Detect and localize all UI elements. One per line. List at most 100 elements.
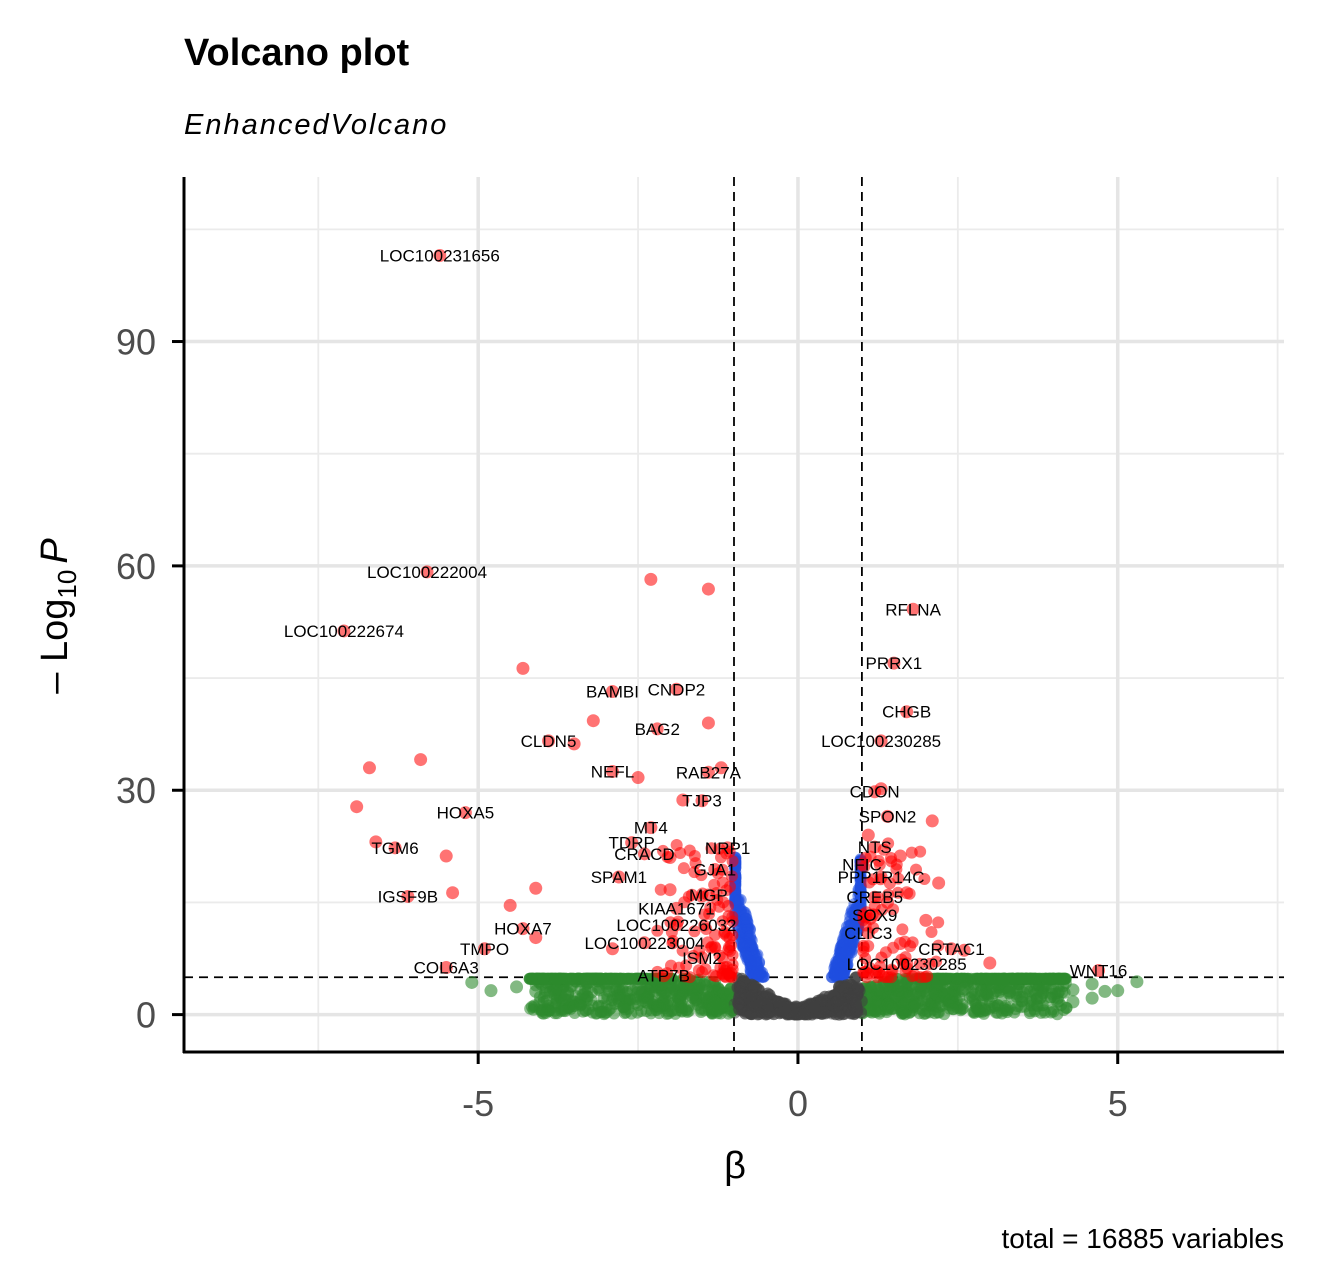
data-point (703, 991, 716, 1004)
data-point (698, 919, 711, 932)
data-point (674, 847, 687, 860)
gene-label: IGSF9B (378, 887, 438, 906)
data-point (975, 984, 988, 997)
data-point (910, 863, 923, 876)
y-axis-title: – Log10 P (34, 538, 82, 694)
data-point-significant (586, 714, 600, 728)
data-point (851, 981, 864, 994)
data-point-beta-only (580, 976, 594, 990)
data-point-significant (663, 883, 677, 897)
data-point (567, 1000, 580, 1013)
data-point-significant (957, 943, 971, 957)
data-point-labeled (605, 685, 619, 699)
data-point-beta-only (1066, 995, 1080, 1009)
data-point (839, 946, 852, 959)
data-point-beta-only (484, 984, 498, 998)
gene-label: NRP1 (705, 839, 750, 858)
data-point-significant (861, 828, 875, 842)
data-point (932, 1001, 945, 1014)
data-point-labeled (868, 908, 882, 922)
data-point-labeled (388, 841, 402, 855)
x-tick-label: 0 (788, 1083, 808, 1124)
data-point (704, 901, 717, 914)
gene-label: BAMBI (586, 683, 639, 702)
data-point (1051, 996, 1064, 1009)
y-axis-title-main: – Log (34, 599, 76, 694)
data-point (677, 862, 690, 875)
data-point-labeled (900, 957, 914, 971)
data-point-labeled (669, 901, 683, 915)
data-point-significant (567, 737, 581, 751)
data-point (689, 857, 702, 870)
data-point (725, 870, 738, 883)
data-point (640, 1005, 653, 1018)
data-point (875, 951, 888, 964)
data-point (749, 954, 762, 967)
data-point-significant (529, 931, 543, 945)
gene-label: LOC100222674 (284, 622, 404, 641)
data-point (740, 912, 753, 925)
data-point (525, 1000, 538, 1013)
data-point-labeled (337, 624, 351, 638)
data-point-significant (714, 761, 728, 775)
data-point-labeled (625, 836, 639, 850)
data-point-beta-only (957, 982, 971, 996)
data-point (862, 967, 875, 980)
data-point-labeled (605, 765, 619, 779)
data-point-labeled (868, 890, 882, 904)
data-point (932, 939, 945, 952)
data-point-labeled (542, 734, 556, 748)
data-point (882, 1001, 895, 1014)
data-point (918, 872, 931, 885)
data-point (857, 945, 870, 958)
data-point (886, 964, 899, 977)
data-point (631, 1006, 644, 1019)
gene-label: LOC100223004 (584, 934, 704, 953)
data-point-labeled (900, 705, 914, 719)
data-point (1053, 972, 1066, 985)
data-point-labeled (420, 565, 434, 579)
data-point-labeled (644, 821, 658, 835)
data-point (678, 970, 691, 983)
data-point-significant (414, 753, 428, 767)
gene-label: COL6A3 (414, 958, 479, 977)
data-point-significant (631, 771, 645, 785)
caption: total = 16885 variables (1001, 1223, 1284, 1254)
data-point-significant (362, 761, 376, 775)
data-point-significant (446, 886, 460, 900)
data-point (952, 972, 965, 985)
data-point-significant (880, 895, 894, 909)
data-point (901, 990, 914, 1003)
data-point (717, 987, 730, 1000)
gene-label: HOXA7 (494, 920, 552, 939)
data-point (664, 986, 677, 999)
data-point-significant (605, 942, 619, 956)
gene-label: PPP1R14C (838, 868, 925, 887)
data-point-beta-only (1085, 991, 1099, 1005)
data-point-labeled (887, 656, 901, 670)
y-axis-title-variable: P (34, 538, 76, 564)
data-point (724, 939, 737, 952)
gene-label: KIAA1671 (638, 899, 715, 918)
data-point-significant (925, 814, 939, 828)
data-point (832, 986, 845, 999)
gene-label: MT4 (634, 819, 668, 838)
data-point-significant (893, 937, 907, 951)
data-point-labeled (861, 926, 875, 940)
data-point-labeled (669, 918, 683, 932)
data-point (988, 1000, 1001, 1013)
data-point (869, 1005, 882, 1018)
data-point (634, 972, 647, 985)
data-point-labeled (637, 847, 651, 861)
gene-label: ISM2 (682, 949, 722, 968)
x-tick-label: -5 (462, 1083, 494, 1124)
data-point (666, 1004, 679, 1017)
data-point (673, 961, 686, 974)
data-point (732, 997, 745, 1010)
gene-label: WNT16 (1070, 961, 1128, 980)
data-point (808, 1001, 821, 1014)
data-point-labeled (880, 809, 894, 823)
data-point-labeled (458, 806, 472, 820)
data-point (913, 957, 926, 970)
data-point (849, 997, 862, 1010)
